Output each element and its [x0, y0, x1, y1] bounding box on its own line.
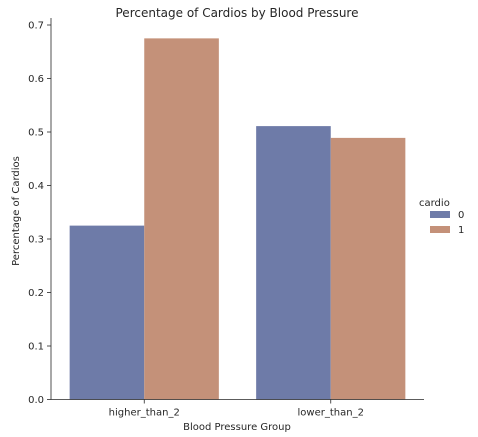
- y-tick-label: 0.5: [28, 128, 44, 139]
- legend-swatch-1: [430, 226, 450, 233]
- chart-title: Percentage of Cardios by Blood Pressure: [116, 6, 359, 20]
- legend-swatch-0: [430, 211, 450, 218]
- bar-higher_than_2-series-1: [144, 38, 219, 399]
- y-tick-label: 0.4: [28, 181, 44, 192]
- x-tick-label: lower_than_2: [298, 408, 364, 419]
- legend-title: cardio: [419, 198, 450, 209]
- bar-lower_than_2-series-0: [256, 126, 331, 399]
- y-tick-label: 0.1: [28, 342, 44, 353]
- y-axis-label: Percentage of Cardios: [11, 156, 22, 266]
- y-tick-label: 0.3: [28, 235, 44, 246]
- y-tick-label: 0.6: [28, 74, 44, 85]
- y-tick-label: 0.2: [28, 288, 44, 299]
- legend-label-0: 0: [458, 210, 464, 221]
- bar-higher_than_2-series-0: [70, 226, 145, 400]
- y-tick-label: 0.7: [28, 21, 44, 32]
- x-axis-label: Blood Pressure Group: [183, 422, 291, 433]
- plot-area: [70, 38, 406, 399]
- x-tick-label: higher_than_2: [109, 408, 180, 419]
- legend: cardio 0 1: [419, 198, 464, 236]
- legend-label-1: 1: [458, 225, 464, 236]
- bar-lower_than_2-series-1: [331, 138, 406, 400]
- y-tick-label: 0.0: [28, 395, 44, 406]
